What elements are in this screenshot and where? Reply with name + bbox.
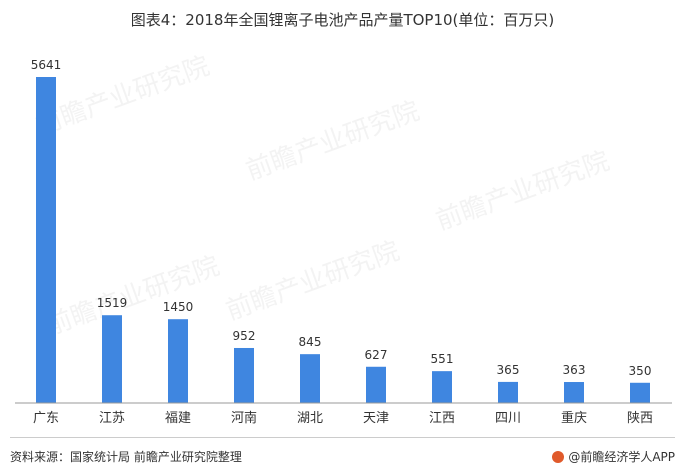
category-label: 重庆 bbox=[561, 410, 587, 426]
chart-title: 图表4：2018年全国锂离子电池产品产量TOP10(单位：百万只) bbox=[130, 11, 555, 29]
bar-广东 bbox=[36, 77, 56, 403]
bar-天津 bbox=[366, 366, 386, 403]
value-labels-layer: 5641 1519 1450 952 845 627 551 365 363 350 bbox=[31, 58, 652, 378]
category-label: 江西 bbox=[429, 411, 455, 426]
bars-layer bbox=[36, 77, 650, 403]
footer-divider bbox=[10, 437, 675, 438]
value-label: 551 bbox=[431, 352, 454, 366]
value-label: 350 bbox=[629, 364, 652, 378]
value-label: 363 bbox=[563, 363, 586, 377]
bar-重庆 bbox=[564, 382, 584, 403]
bar-四川 bbox=[498, 381, 518, 403]
brand-credit: @前瞻经济学人APP bbox=[552, 448, 675, 465]
category-label: 湖北 bbox=[297, 411, 323, 426]
value-label: 1450 bbox=[163, 300, 194, 314]
bar-湖北 bbox=[300, 354, 320, 403]
bar-陕西 bbox=[630, 382, 650, 403]
brand-logo-icon bbox=[552, 450, 565, 463]
category-labels-layer: 广东 江苏 福建 河南 湖北 天津 江西 四川 重庆 陕西 bbox=[33, 410, 653, 426]
category-label: 福建 bbox=[165, 411, 191, 426]
category-label: 陕西 bbox=[627, 411, 653, 426]
category-label: 四川 bbox=[495, 411, 521, 426]
source-note: 资料来源：国家统计局 前瞻产业研究院整理 bbox=[10, 450, 242, 464]
category-label: 广东 bbox=[33, 411, 59, 426]
brand-name: @前瞻经济学人APP bbox=[568, 450, 675, 464]
watermark-text: 前瞻产业研究院 bbox=[432, 146, 613, 236]
bar-江苏 bbox=[102, 315, 122, 403]
value-label: 365 bbox=[497, 363, 520, 377]
value-label: 845 bbox=[299, 335, 322, 349]
category-label: 河南 bbox=[231, 410, 257, 426]
watermark-text: 前瞻产业研究院 bbox=[222, 236, 403, 326]
category-label: 天津 bbox=[363, 411, 389, 426]
bar-河南 bbox=[234, 347, 254, 403]
category-label: 江苏 bbox=[99, 410, 125, 426]
value-label: 5641 bbox=[31, 58, 62, 72]
value-label: 627 bbox=[365, 348, 388, 362]
bar-江西 bbox=[432, 371, 452, 403]
watermark-text: 前瞻产业研究院 bbox=[242, 96, 423, 186]
watermark-text: 前瞻产业研究院 bbox=[42, 251, 223, 341]
bar-福建 bbox=[168, 319, 188, 403]
value-label: 952 bbox=[233, 329, 256, 343]
value-label: 1519 bbox=[97, 296, 128, 310]
